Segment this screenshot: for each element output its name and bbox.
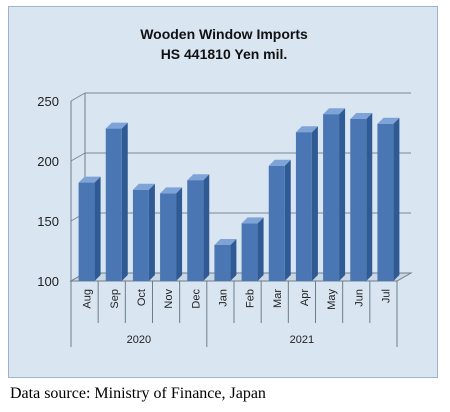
bar-top <box>214 239 237 245</box>
bar <box>132 183 155 281</box>
gridline-depth <box>70 92 86 102</box>
bar-top <box>132 183 155 190</box>
bars <box>78 108 400 281</box>
bar-front <box>377 123 394 281</box>
bar <box>323 108 346 281</box>
bar-side <box>94 176 101 281</box>
bar-side <box>203 174 210 281</box>
bar-front <box>132 189 149 281</box>
bar-side <box>284 159 291 281</box>
bar-front <box>350 119 367 281</box>
bar-chart: 100 150 200 250 Aug Sep Oct Nov Dec Jan Feb Mar Apr M… <box>37 92 413 347</box>
x-tick-label: Aug <box>82 289 94 309</box>
x-tick-label: Sep <box>109 289 121 309</box>
x-tick-label: Oct <box>136 289 148 306</box>
axis-labels: 100 150 200 250 Aug Sep Oct Nov Dec Jan Feb Mar Apr M… <box>37 94 392 346</box>
bar-front <box>105 128 122 281</box>
bar <box>187 174 210 281</box>
bar-top <box>295 126 318 133</box>
bar-top <box>268 159 291 166</box>
bar-side <box>176 187 183 281</box>
bar-side <box>366 113 373 281</box>
bar <box>295 126 318 281</box>
y-tick-label: 150 <box>37 214 59 229</box>
y-tick-label: 100 <box>37 274 59 289</box>
bar-top <box>105 122 128 129</box>
chart-frame: Wooden Window Imports HS 441810 Yen mil.… <box>8 6 438 378</box>
bar-front <box>187 180 204 281</box>
bar-front <box>160 193 177 281</box>
x-tick-label: Jun <box>353 289 365 307</box>
bar-front <box>241 223 258 281</box>
bar-front <box>78 182 95 281</box>
bar <box>350 113 373 281</box>
bar-top <box>241 217 264 224</box>
bar <box>268 159 291 281</box>
bar-side <box>393 117 400 281</box>
chart-title-line: Wooden Window Imports <box>140 26 308 42</box>
bar <box>78 176 101 281</box>
year-label: 2021 <box>290 334 314 346</box>
x-tick-label: Jul <box>380 289 392 303</box>
bar-side <box>339 108 346 281</box>
x-tick-label: Nov <box>163 289 175 309</box>
bar-top <box>78 176 101 183</box>
year-label: 2020 <box>127 334 151 346</box>
gridline-depth <box>70 152 86 162</box>
bar <box>241 217 264 281</box>
chart-title: Wooden Window Imports HS 441810 Yen mil. <box>9 24 439 64</box>
x-tick-label: May <box>326 289 338 310</box>
bar-front <box>214 245 231 281</box>
x-tick-label: Mar <box>272 289 284 308</box>
bar-front <box>295 132 312 281</box>
bar-side <box>148 183 155 281</box>
bar <box>160 187 183 281</box>
bar-top <box>160 187 183 194</box>
x-tick-label: Dec <box>190 289 202 309</box>
x-tick-label: Apr <box>299 289 311 306</box>
bar-top <box>350 113 373 119</box>
bar-top <box>187 174 210 181</box>
x-tick-label: Feb <box>245 289 257 308</box>
bar-front <box>323 114 340 281</box>
bar-side <box>230 239 237 281</box>
bar <box>105 122 128 281</box>
bar <box>214 239 237 281</box>
bar-side <box>257 217 264 281</box>
bar <box>377 117 400 281</box>
x-tick-label: Jan <box>217 289 229 307</box>
bar-side <box>311 126 318 281</box>
bar-front <box>268 165 285 281</box>
source-caption: Data source: Ministry of Finance, Japan <box>10 385 266 402</box>
y-tick-label: 250 <box>37 94 59 109</box>
bar-side <box>121 122 128 281</box>
chart-subtitle: HS 441810 Yen mil. <box>160 46 288 62</box>
bar-top <box>377 117 400 124</box>
bar-top <box>323 108 346 115</box>
y-tick-label: 200 <box>37 154 59 169</box>
